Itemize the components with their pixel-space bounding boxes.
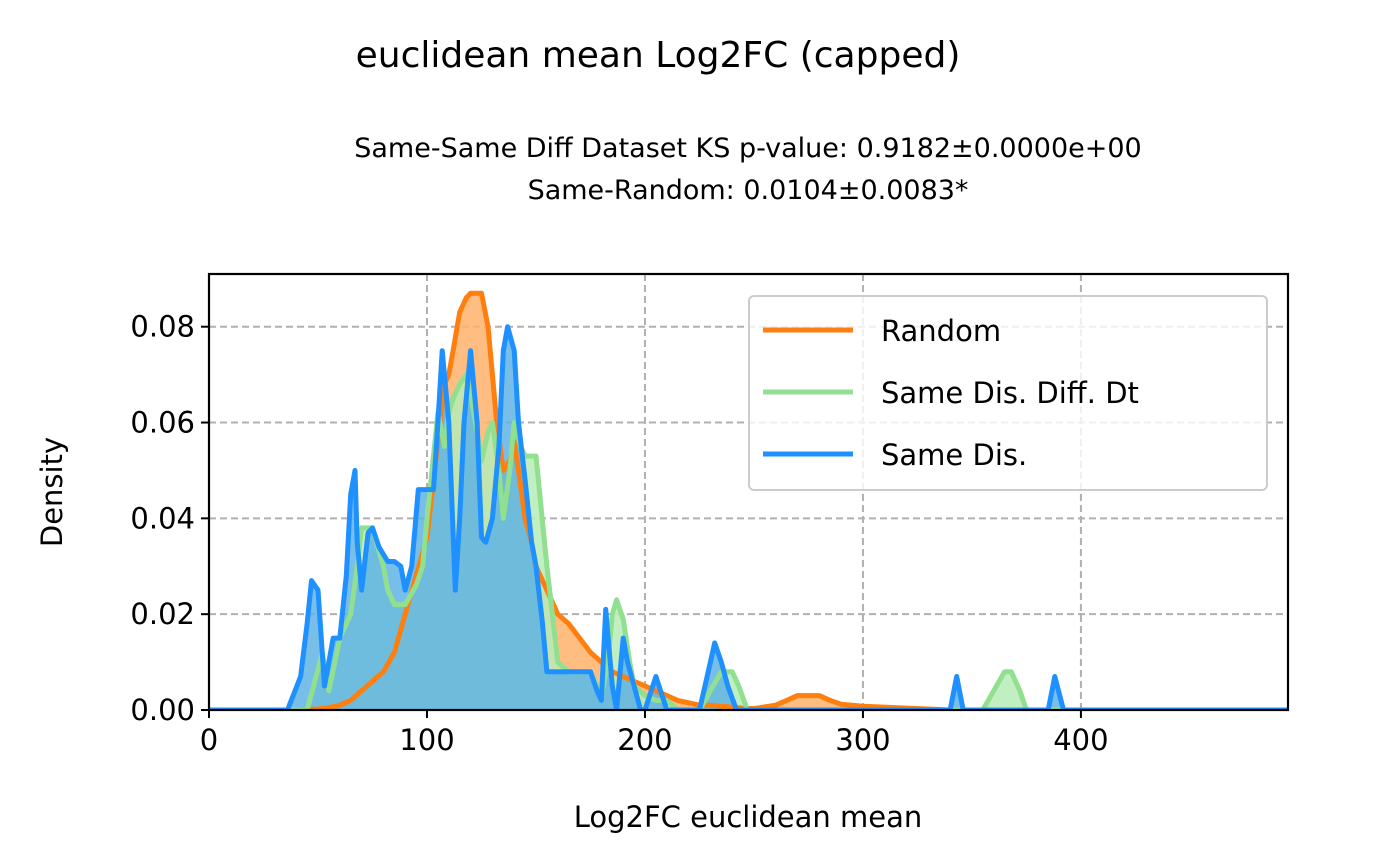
legend: Random Same Dis. Diff. Dt Same Dis. (748, 295, 1268, 491)
x-tick-label: 100 (399, 723, 454, 757)
chart-subtitle-line-1: Same-Same Diff Dataset KS p-value: 0.918… (354, 133, 1141, 164)
x-tick-label: 300 (835, 723, 890, 757)
chart-title: euclidean mean Log2FC (capped) (356, 35, 961, 76)
x-axis-label: Log2FC euclidean mean (574, 800, 923, 834)
plot-frame (207, 272, 1290, 712)
y-tick-label: 0.06 (130, 406, 195, 440)
chart-subtitle-line-2: Same-Random: 0.0104±0.0083* (528, 175, 969, 206)
series-area-3 (209, 326, 1288, 710)
plot-area: 0 100 200 300 400 0.00 0.02 0.04 0.06 0.08 Random S… (130, 272, 1290, 757)
legend-label: Random (881, 314, 1001, 348)
y-tick-label: 0.04 (130, 501, 195, 535)
legend-box (748, 295, 1268, 491)
y-tick-label: 0.00 (130, 693, 195, 727)
y-axis-label: Density (35, 437, 69, 547)
legend-label: Same Dis. (881, 438, 1027, 472)
x-tick-label: 200 (617, 723, 672, 757)
series-line-2 (209, 372, 1288, 710)
series-line-3 (209, 324, 1288, 710)
y-tick-label: 0.02 (130, 597, 195, 631)
series-group (209, 290, 1288, 710)
x-tick-label: 400 (1053, 723, 1108, 757)
legend-label: Same Dis. Diff. Dt (881, 376, 1139, 410)
y-tick-label: 0.08 (130, 310, 195, 344)
x-tick-label: 0 (200, 723, 218, 757)
